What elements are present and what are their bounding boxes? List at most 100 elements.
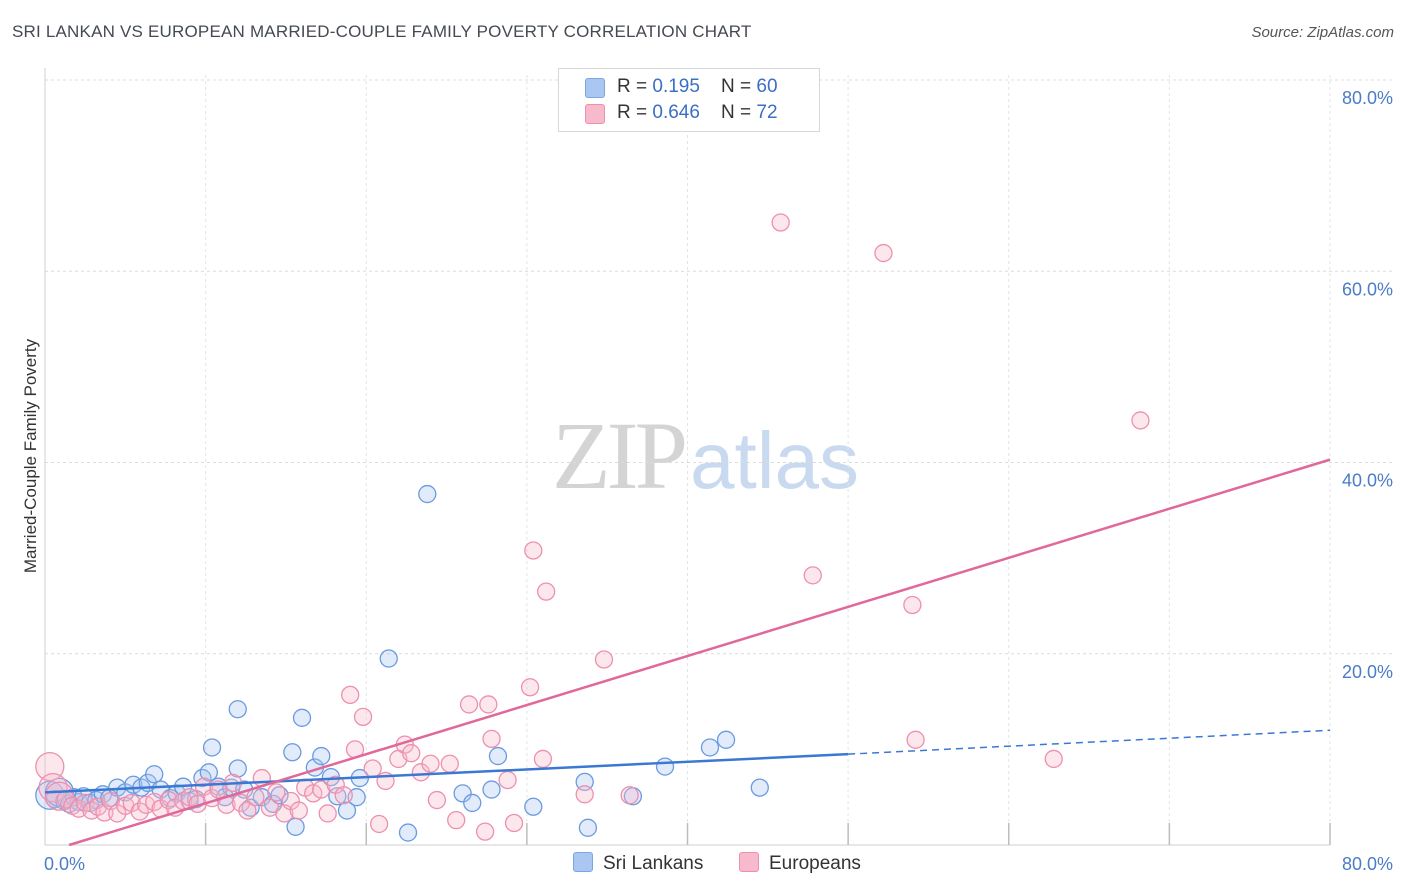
watermark-atlas: atlas bbox=[690, 416, 859, 505]
european-point bbox=[238, 801, 257, 820]
sri-lankan-point bbox=[270, 786, 289, 805]
sri-lankan-point bbox=[655, 757, 675, 776]
sri-lankan-point bbox=[482, 780, 501, 799]
watermark: ZIPatlas bbox=[552, 400, 859, 511]
european-point bbox=[334, 786, 353, 805]
sri-lankan-point bbox=[199, 763, 218, 782]
bottom-legend-europeans: Europeans bbox=[739, 852, 861, 875]
european-point bbox=[498, 770, 517, 790]
european-point bbox=[363, 759, 382, 778]
sri-lankan-point bbox=[202, 738, 222, 757]
european-point bbox=[479, 695, 498, 714]
sri-lankan-point bbox=[35, 780, 65, 810]
y-axis-label: Married-Couple Family Poverty bbox=[21, 338, 40, 573]
sri-lankan-point bbox=[418, 484, 437, 504]
bottom-legend-label: Sri Lankans bbox=[603, 853, 704, 874]
watermark-zip: ZIP bbox=[552, 402, 688, 509]
legend-n-label: N = bbox=[721, 102, 757, 123]
european-point bbox=[459, 695, 479, 714]
european-point bbox=[520, 678, 540, 697]
tick-labels: 20.0% 40.0% 60.0% 80.0% 0.0% 80.0% bbox=[44, 88, 1393, 874]
european-point bbox=[289, 801, 308, 820]
x-tick-label: 80.0% bbox=[1342, 854, 1393, 874]
sri-lankan-point bbox=[312, 746, 331, 766]
european-point bbox=[447, 810, 466, 830]
sri-lankan-point bbox=[750, 778, 769, 797]
grid-lines bbox=[45, 75, 1395, 845]
european-point bbox=[421, 754, 440, 773]
sri-lankan-point bbox=[578, 818, 598, 837]
x-tick-label: 0.0% bbox=[44, 854, 85, 874]
european-point bbox=[130, 802, 149, 821]
european-point bbox=[318, 804, 337, 823]
european-point bbox=[1131, 411, 1150, 430]
european-point bbox=[504, 813, 524, 833]
european-point bbox=[267, 783, 286, 802]
sri-lankan-point bbox=[488, 746, 508, 766]
sri-lankan-point bbox=[228, 700, 247, 719]
european-point bbox=[771, 213, 790, 232]
european-point bbox=[620, 786, 639, 805]
sri-lankan-point bbox=[379, 649, 398, 668]
european-point bbox=[524, 541, 543, 560]
sri-lankan-point bbox=[398, 823, 418, 842]
european-point bbox=[537, 582, 556, 601]
chart-title: SRI LANKAN VS EUROPEAN MARRIED-COUPLE FA… bbox=[12, 22, 752, 41]
y-tick-label: 80.0% bbox=[1342, 88, 1393, 108]
correlation-legend: R = 0.195 N = 60 R = 0.646 N = 72 bbox=[558, 68, 820, 132]
european-point bbox=[145, 792, 164, 812]
trend-lines bbox=[44, 458, 1331, 847]
european-trend-line bbox=[68, 458, 1331, 847]
european-point bbox=[874, 243, 893, 263]
bottom-legend-label: Europeans bbox=[769, 853, 861, 874]
european-point bbox=[906, 730, 925, 749]
sri-lankan-point bbox=[228, 759, 247, 778]
sri-lankan-point bbox=[453, 784, 472, 803]
sri-lankan-trend-extension bbox=[848, 729, 1331, 755]
axes bbox=[44, 68, 1331, 846]
legend-r-value: 0.195 bbox=[652, 76, 700, 97]
bottom-legend-swatch-europeans bbox=[739, 852, 759, 872]
european-point bbox=[903, 595, 922, 615]
legend-n-label: N = bbox=[721, 76, 757, 97]
european-point bbox=[369, 814, 389, 834]
european-point bbox=[440, 754, 459, 773]
european-point bbox=[353, 707, 373, 727]
european-point bbox=[341, 685, 360, 705]
european-point bbox=[475, 822, 495, 841]
european-point bbox=[482, 729, 501, 749]
european-point bbox=[533, 749, 553, 769]
legend-n-value: 60 bbox=[756, 76, 778, 97]
y-tick-label: 60.0% bbox=[1342, 279, 1393, 299]
sri-lankan-point bbox=[463, 793, 482, 813]
y-tick-label: 20.0% bbox=[1342, 662, 1393, 682]
bottom-legend-swatch-sri-lankans bbox=[573, 852, 593, 872]
sri-lankan-point bbox=[700, 738, 720, 757]
sri-lankan-point bbox=[283, 743, 302, 762]
chart-source: Source: ZipAtlas.com bbox=[1251, 24, 1394, 41]
sri-lankan-point bbox=[145, 765, 164, 784]
european-point bbox=[246, 788, 265, 807]
legend-r-value: 0.646 bbox=[652, 102, 700, 123]
sri-lankan-point bbox=[524, 797, 543, 816]
sri-lankan-point bbox=[716, 730, 736, 749]
european-point bbox=[427, 790, 447, 810]
data-points bbox=[35, 213, 1150, 842]
sri-lankan-point bbox=[328, 787, 347, 806]
legend-r-label: R = bbox=[617, 76, 653, 97]
y-tick-label: 40.0% bbox=[1342, 471, 1393, 491]
legend-swatch-sri-lankans bbox=[585, 78, 605, 98]
sri-lankan-trend-line bbox=[44, 752, 849, 794]
sri-lankan-point bbox=[575, 772, 594, 792]
european-point bbox=[1044, 749, 1063, 769]
european-point bbox=[594, 650, 614, 669]
european-point bbox=[803, 566, 822, 585]
sri-lankan-point bbox=[241, 798, 260, 817]
sri-lankan-point bbox=[292, 708, 312, 727]
european-point bbox=[95, 803, 114, 822]
legend-swatch-europeans bbox=[585, 104, 605, 124]
european-point bbox=[575, 785, 594, 804]
legend-n-value: 72 bbox=[756, 102, 778, 123]
legend-r-label: R = bbox=[617, 102, 653, 123]
